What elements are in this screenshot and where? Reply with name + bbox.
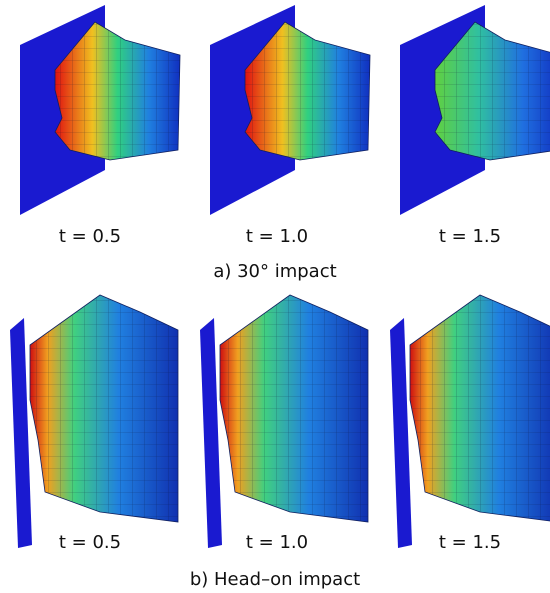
caption: a) 30° impact — [213, 261, 336, 282]
time-label: t = 1.0 — [246, 532, 308, 553]
time-label: t = 1.0 — [246, 226, 308, 247]
time-label: t = 0.5 — [59, 226, 121, 247]
time-label: t = 1.5 — [439, 226, 501, 247]
time-label: t = 0.5 — [59, 532, 121, 553]
caption: b) Head–on impact — [190, 569, 360, 590]
plate — [390, 318, 412, 548]
plate — [200, 318, 222, 548]
plate — [10, 318, 32, 548]
time-label: t = 1.5 — [439, 532, 501, 553]
mesh — [410, 295, 550, 522]
figure: t = 0.5 t = 1.0 t = 1.5 a) 30° impact t = 0.… — [0, 0, 550, 593]
